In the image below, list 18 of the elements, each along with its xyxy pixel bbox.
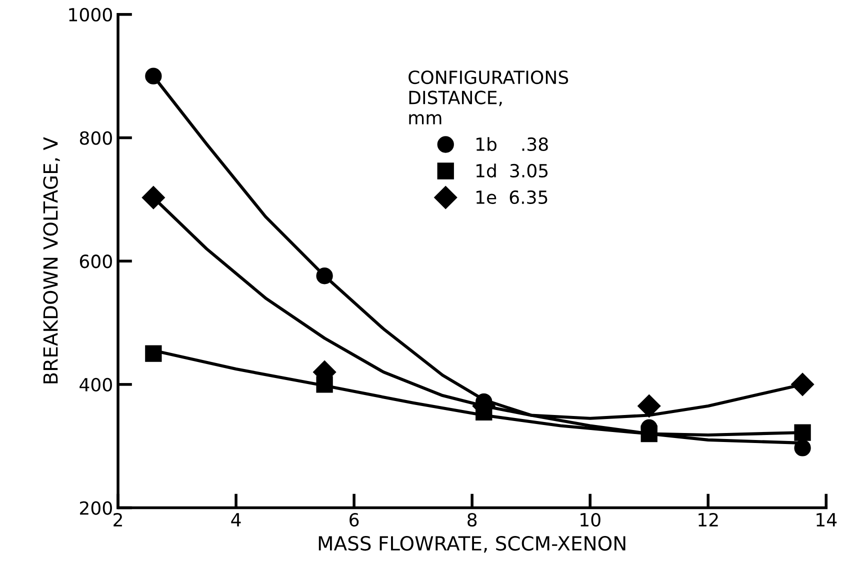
legend-label: 1d 3.05 — [476, 164, 548, 178]
y-axis-title: BREAKDOWN VOLTAGE, V — [43, 137, 60, 384]
y-tick-label: 800 — [80, 131, 112, 145]
y-tick-label: 600 — [80, 254, 112, 268]
x-tick-label: 2 — [114, 512, 122, 526]
y-tick-label: 200 — [80, 501, 112, 515]
legend-label: 1b .38 — [476, 137, 548, 152]
x-tick-label: 6 — [350, 512, 359, 527]
x-tick-label: 12 — [698, 512, 718, 526]
legend-label: 1e 6.35 — [476, 190, 548, 204]
x-tick-label: 10 — [580, 512, 600, 527]
x-tick-label: 4 — [231, 513, 241, 526]
x-tick-label: 14 — [816, 513, 837, 526]
x-axis-title: MASS FLOWRATE, SCCM-XENON — [318, 536, 626, 553]
x-tick-label: 8 — [468, 512, 477, 527]
y-tick-label: 1000 — [69, 8, 112, 22]
y-tick-label: 400 — [80, 378, 112, 392]
legend-title: CONFIGURATIONS DISTANCE, mm — [408, 70, 568, 124]
